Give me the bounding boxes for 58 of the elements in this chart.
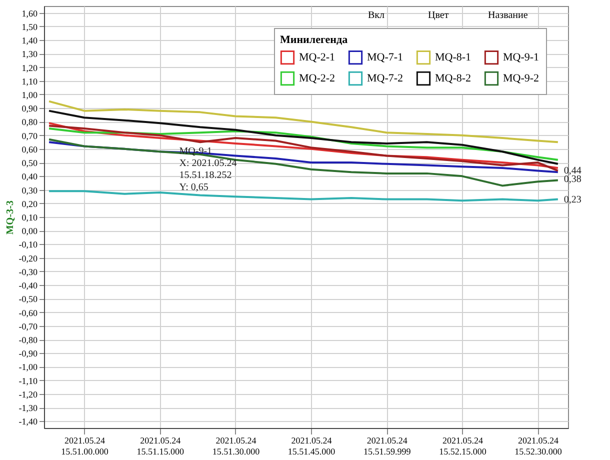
y-tick-label: 0,50 [22, 158, 38, 168]
y-tick-label: 1,50 [22, 22, 38, 32]
annotation: Цвет [428, 10, 450, 21]
y-tick-label: -0,80 [18, 335, 38, 346]
x-tick-label: 2021.05.24 15.51.15.000 [136, 436, 185, 456]
y-tick-label: -1,40 [18, 416, 38, 427]
y-tick-label: -0,30 [18, 266, 38, 277]
legend-title: Минилегенда [280, 34, 348, 46]
legend-label: MQ-8-1 [435, 52, 472, 64]
y-tick-label: 0,20 [22, 198, 38, 209]
y-tick-label: 0,00 [22, 226, 38, 236]
y-tick-label: 0,60 [22, 144, 38, 154]
y-tick-label: 0,30 [22, 185, 38, 196]
line-series [48, 100, 559, 144]
y-axis-title: MQ-3-3 [4, 200, 16, 234]
x-tick-label: 2021.05.24 15.51.59.999 [363, 436, 412, 456]
y-tick-label: -0,70 [18, 321, 38, 332]
legend-label: MQ-9-2 [503, 72, 540, 84]
legend-label: MQ-2-2 [299, 72, 336, 84]
y-tick-label: -0,20 [18, 253, 38, 264]
y-tick-label: -0,40 [18, 280, 38, 291]
legend-label: MQ-8-2 [435, 72, 472, 84]
y-tick-label: -1,00 [18, 362, 38, 372]
x-tick-label: 2021.05.24 15.51.45.000 [288, 436, 336, 456]
legend-label: MQ-9-1 [503, 52, 540, 64]
annotation: Вкл [368, 10, 385, 21]
legend-label: MQ-2-1 [299, 52, 336, 64]
y-tick-label: 1,20 [22, 62, 38, 73]
legend-label: MQ-7-1 [367, 52, 404, 64]
y-tick-label: 0,40 [22, 172, 38, 182]
y-tick-label: 0,90 [22, 104, 38, 114]
annotation: MQ-9-1 X: 2021.05.24 15.51.18.252 Y: 0,65 [179, 146, 237, 194]
annotation: Название [488, 10, 528, 21]
y-tick-label: 0,10 [22, 212, 38, 222]
y-tick-label: 0,70 [22, 130, 38, 141]
y-tick-label: 1,30 [22, 49, 38, 60]
annotation: 0,38 [564, 174, 582, 185]
legend-label: MQ-7-2 [367, 72, 404, 84]
x-tick-label: 2021.05.24 15.51.00.000 [61, 436, 109, 456]
y-tick-label: 0,80 [22, 117, 38, 128]
x-tick-label: 2021.05.24 15.52.30.000 [514, 436, 562, 456]
y-tick-label: 1,00 [22, 90, 38, 100]
y-tick-label: -1,10 [18, 376, 38, 386]
x-tick-label: 2021.05.24 15.52.15.000 [439, 436, 487, 456]
line-series [48, 128, 559, 161]
y-tick-label: -0,60 [18, 308, 38, 318]
y-tick-label: -1,30 [18, 403, 38, 414]
y-tick-label: -0,10 [18, 240, 38, 250]
x-tick-label: 2021.05.24 15.51.30.000 [212, 436, 260, 456]
line-series [48, 190, 559, 202]
y-tick-label: 1,40 [22, 36, 38, 46]
y-tick-label: -0,90 [18, 348, 38, 359]
line-series [48, 110, 559, 165]
y-tick-label: -1,20 [18, 389, 38, 400]
annotation: 0,23 [564, 194, 582, 206]
y-tick-label: 1,60 [22, 8, 38, 18]
y-tick-label: -0,50 [18, 294, 38, 304]
y-tick-label: 1,10 [22, 76, 38, 86]
